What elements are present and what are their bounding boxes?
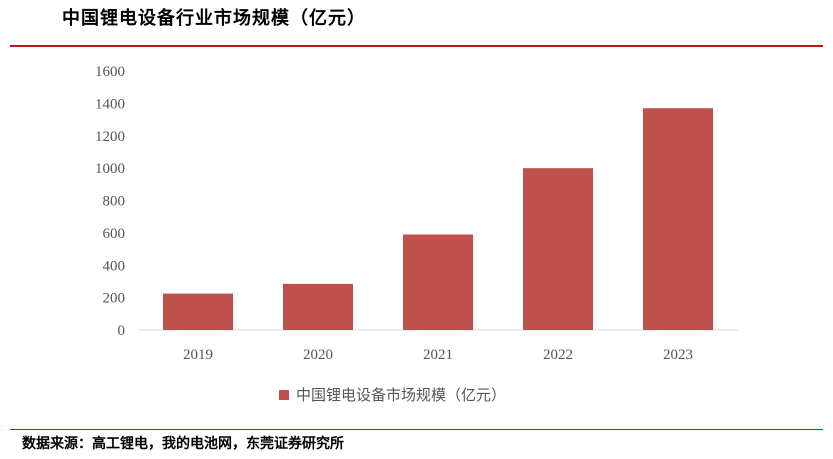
x-tick-label: 2021 xyxy=(423,347,453,363)
legend: 中国锂电设备市场规模（亿元） xyxy=(279,386,506,404)
x-axis: 2019 2020 2021 2022 2023 xyxy=(183,347,693,363)
legend-swatch xyxy=(279,390,289,400)
footer-divider xyxy=(10,429,823,430)
bar-2023 xyxy=(643,108,713,330)
legend-label: 中国锂电设备市场规模（亿元） xyxy=(296,386,506,404)
title-divider xyxy=(10,45,823,47)
x-tick-label: 2022 xyxy=(543,347,573,363)
y-tick-label: 800 xyxy=(103,194,126,210)
y-tick-label: 400 xyxy=(103,258,126,274)
bar-2022 xyxy=(523,168,593,330)
y-tick-label: 600 xyxy=(103,226,126,242)
y-tick-label: 1200 xyxy=(95,129,125,145)
bar-2019 xyxy=(163,293,233,330)
y-tick-label: 1400 xyxy=(95,96,125,112)
y-axis: 0 200 400 600 800 1000 1200 1400 1600 xyxy=(95,64,125,339)
y-tick-label: 200 xyxy=(103,291,126,307)
bar-2020 xyxy=(283,283,353,330)
x-tick-label: 2023 xyxy=(663,347,693,363)
bar-series xyxy=(163,108,713,330)
y-tick-label: 0 xyxy=(118,323,126,339)
y-tick-label: 1600 xyxy=(95,64,125,80)
x-tick-label: 2019 xyxy=(183,347,213,363)
data-source: 数据来源：高工锂电，我的电池网，东莞证券研究所 xyxy=(22,436,344,452)
page-title: 中国锂电设备行业市场规模（亿元） xyxy=(62,8,366,29)
bar-2021 xyxy=(403,234,473,330)
y-tick-label: 1000 xyxy=(95,161,125,177)
x-tick-label: 2020 xyxy=(303,347,333,363)
